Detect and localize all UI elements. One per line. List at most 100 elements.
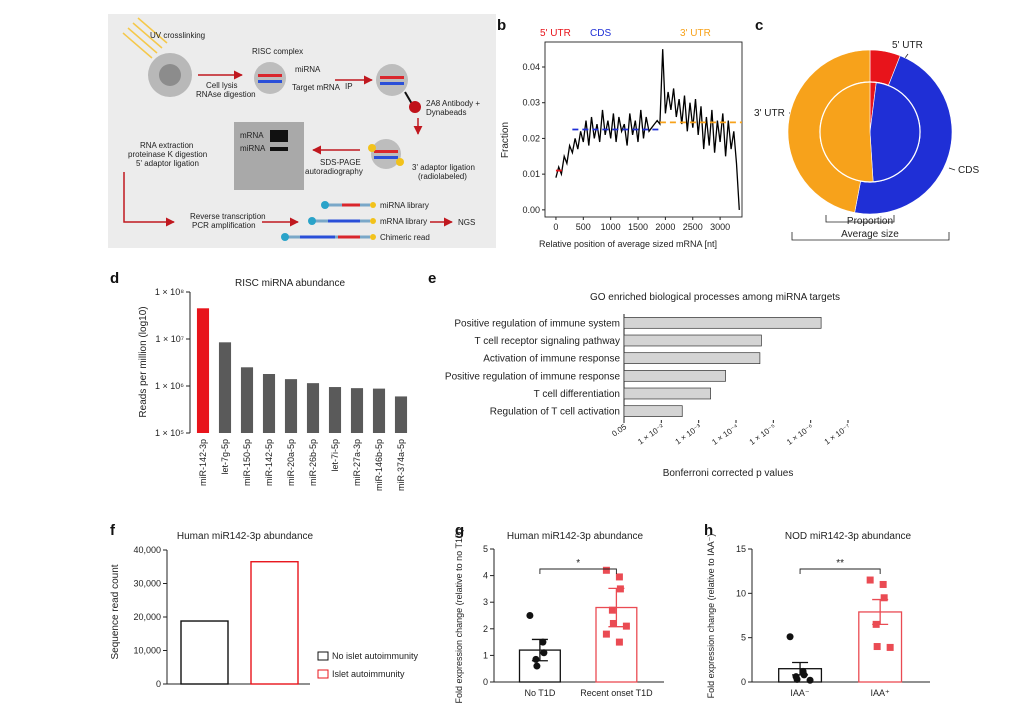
x-tick-label-d: miR-26b-5p [308,439,318,486]
legend-3utr: 3' UTR [680,28,711,39]
pie-inner-outline [819,81,921,183]
point-g-1 [602,630,610,638]
x-tick-label-g: No T1D [524,688,555,698]
category-label-e: Positive regulation of immune response [445,371,621,382]
y-tick-label-g: 1 [483,650,488,660]
point-h-1 [879,580,887,588]
bar-miR-150-5p [240,367,254,433]
bar-let-7g-5p [218,342,232,433]
significance-label-g: * [576,558,580,569]
x-tick-label-e: 1 × 10⁻⁵ [748,422,778,447]
point-g-1 [608,606,616,614]
x-tick-label-d: let-7i-5p [330,439,340,472]
panel-h-scatter-chart: NOD miR142-3p abundance Fold expression … [706,531,930,698]
point-g-0 [532,655,540,663]
legend-swatch-no-islet [317,651,329,661]
ylabel-d: Reads per million (log10) [138,306,149,417]
y-tick-label-h: 10 [736,588,746,598]
point-h-1 [886,643,894,651]
bar-miR-142-3p [196,308,210,433]
panel-label-c: c [755,17,763,34]
hbar-5 [623,405,683,417]
point-h-0 [806,676,814,684]
lib-mirna-label: miRNA library [380,201,429,210]
point-g-1 [622,622,630,630]
panel-e-hbar-chart: GO enriched biological processes among m… [445,292,852,479]
y-tick-label-f: 10,000 [133,646,161,656]
category-label-e: Regulation of T cell activation [490,407,620,418]
y-tick-label-h: 15 [736,544,746,554]
point-g-1 [615,573,623,581]
panel-c-pie-chart: 5' UTR CDS 3' UTR Proportion Average siz… [754,40,979,241]
panel-label-f: f [110,522,116,539]
x-tick-label-b: 0 [553,222,558,232]
rna-extraction-label: RNA extraction [140,141,193,150]
lysis-label: Cell lysis [206,81,238,90]
title-e: GO enriched biological processes among m… [590,292,840,303]
y-tick-label-g: 5 [483,544,488,554]
rt-label: Reverse transcription [190,212,266,221]
ylabel-h: Fold expression change (relative to IAA⁻… [706,534,716,699]
gel-image [234,122,304,190]
library-reads [281,201,376,241]
ngs-label: NGS [458,218,475,227]
y-tick-label-g: 0 [483,677,488,687]
y-tick-label-b: 0.04 [522,62,540,72]
hbar-1 [623,334,762,347]
point-g-1 [609,619,617,627]
x-tick-label-b: 1000 [601,222,621,232]
title-g: Human miR142-3p abundance [507,531,644,542]
antibody-bead-icon [376,64,421,113]
uv-rays-icon [122,17,168,59]
uv-label: UV crosslinking [150,31,205,40]
rnase-label: RNAse digestion [196,90,256,99]
y-tick-label-d: 1 × 10⁷ [155,334,184,344]
antibody-label: 2A8 Antibody + [426,99,480,108]
category-label-e: T cell receptor signaling pathway [475,336,620,347]
title-f: Human miR142-3p abundance [177,531,314,542]
xlabel-e: Bonferroni corrected p values [663,468,794,479]
ylabel-f: Sequence read count [110,564,121,659]
panel-label-b: b [497,17,506,34]
x-tick-label-h: IAA⁺ [871,688,891,698]
significance-bracket-h [799,568,881,574]
title-h: NOD miR142-3p abundance [785,531,912,542]
adaptor3-label: 3' adaptor ligation [412,163,475,172]
bar-miR-26b-5p [306,383,320,433]
legend-cds: CDS [590,28,611,39]
y-tick-label-b: 0.02 [522,133,540,143]
point-g-0 [540,649,548,657]
point-h-1 [866,576,874,584]
point-h-1 [873,643,881,651]
radiolabeled-label: (radiolabeled) [418,172,467,181]
y-tick-label-d: 1 × 10⁸ [155,287,184,297]
panel-d-bar-chart: RISC miRNA abundance Reads per million (… [138,278,408,491]
x-tick-label-d: miR-146b-5p [374,439,384,491]
category-label-e: T cell differentiation [534,389,620,400]
adaptor5-label: 5' adaptor ligation [136,159,199,168]
point-h-0 [786,633,794,641]
pie-label-cds: CDS [958,165,979,176]
panel-label-g: g [455,522,464,539]
legend-no-islet: No islet autoimmunity [332,651,419,661]
x-tick-label-e: 1 × 10⁻⁷ [823,422,852,446]
significance-label-h: ** [836,558,844,569]
y-tick-label-f: 20,000 [133,612,161,622]
panel-b-line-chart: 5' UTR CDS 3' UTR Fraction Relative posi… [500,28,743,249]
significance-bracket-g [539,568,617,574]
average-size-bracket [791,232,950,241]
pie-label-5utr: 5' UTR [892,40,923,51]
y-tick-label-g: 2 [483,624,488,634]
target-label: Target mRNA [292,83,341,92]
hbar-2 [623,352,761,364]
legend-5utr: 5' UTR [540,28,571,39]
autorad-label: autoradiography [305,167,363,176]
gel-mirna-label: miRNA [240,144,266,153]
gel-mrna-label: mRNA [240,131,264,140]
point-g-1 [602,566,610,574]
panel-label-e: e [428,270,436,287]
point-h-1 [872,620,880,628]
title-d: RISC miRNA abundance [235,278,345,289]
ylabel-b: Fraction [500,122,511,158]
x-tick-label-b: 500 [576,222,591,232]
